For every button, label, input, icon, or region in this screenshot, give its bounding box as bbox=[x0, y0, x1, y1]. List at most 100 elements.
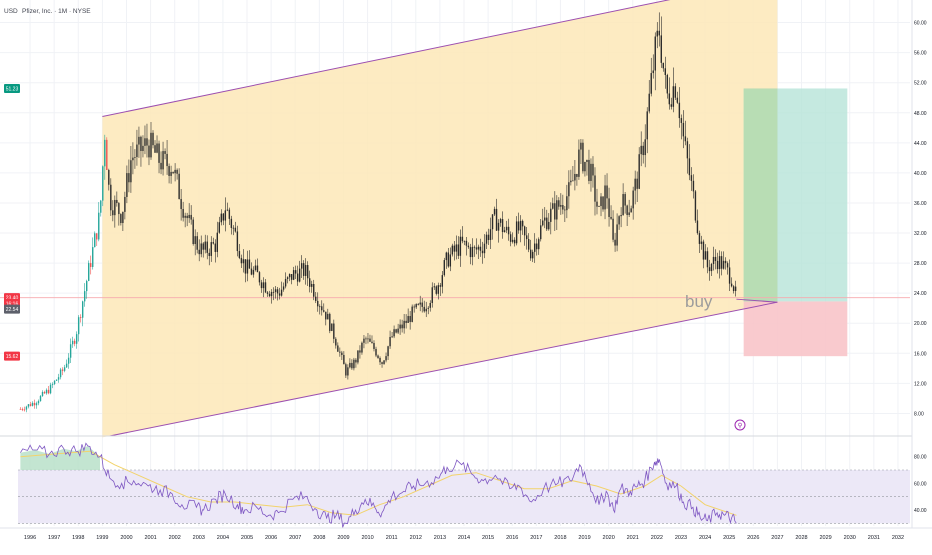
candle-body bbox=[371, 341, 373, 343]
candle-body bbox=[622, 194, 624, 216]
candle-body bbox=[716, 260, 719, 270]
candle-body bbox=[292, 270, 295, 280]
candle-body bbox=[286, 277, 289, 279]
price-tick-label: 56.00 bbox=[914, 51, 927, 57]
candle-body bbox=[624, 194, 626, 206]
candle-body bbox=[288, 274, 291, 278]
candle-body bbox=[212, 242, 214, 244]
candle-body bbox=[361, 342, 363, 353]
candle-body bbox=[226, 209, 229, 211]
candle-body bbox=[298, 268, 301, 282]
candle-body bbox=[479, 246, 482, 251]
candle-body bbox=[556, 200, 558, 220]
candle-body bbox=[445, 252, 448, 261]
candle-body bbox=[140, 136, 142, 152]
candle-body bbox=[214, 243, 216, 252]
long-position-stop-zone[interactable] bbox=[743, 301, 848, 357]
candle-body bbox=[39, 396, 42, 402]
candle-body bbox=[160, 162, 162, 170]
candle-body bbox=[156, 143, 158, 153]
candle-body bbox=[614, 239, 616, 246]
time-tick-label: 1996 bbox=[24, 535, 36, 541]
channel-lower-line[interactable] bbox=[109, 301, 778, 437]
rsi-pane bbox=[18, 442, 910, 528]
candle-body bbox=[598, 206, 600, 207]
candle-body bbox=[453, 245, 456, 252]
candle-body bbox=[280, 289, 283, 296]
candle-body bbox=[272, 291, 275, 293]
candle-body bbox=[315, 296, 317, 301]
candle-body bbox=[481, 250, 484, 254]
candle-body bbox=[335, 338, 337, 346]
channel-upper-line[interactable] bbox=[102, 0, 777, 118]
candle-body bbox=[45, 389, 48, 394]
time-tick-label: 2032 bbox=[892, 535, 904, 541]
candle-body bbox=[114, 199, 116, 216]
candle-body bbox=[562, 205, 564, 210]
candle-body bbox=[568, 182, 570, 197]
candle-body bbox=[204, 241, 206, 250]
candle-body bbox=[602, 196, 604, 210]
price-tick-label: 52.00 bbox=[914, 81, 927, 87]
candle-body bbox=[79, 317, 82, 319]
candle-body bbox=[248, 259, 251, 269]
candle-body bbox=[662, 62, 664, 69]
candle-body bbox=[144, 138, 146, 146]
candle-body bbox=[282, 286, 285, 290]
price-axis-background[interactable] bbox=[912, 0, 932, 528]
time-tick-label: 2010 bbox=[361, 535, 373, 541]
candle-body bbox=[435, 286, 437, 294]
candle-body bbox=[35, 403, 38, 406]
candle-body bbox=[688, 158, 691, 176]
rsi-tick-label: 80.00 bbox=[914, 455, 927, 461]
candle-body bbox=[345, 364, 347, 376]
candle-body bbox=[238, 251, 241, 258]
time-tick-label: 2021 bbox=[627, 535, 639, 541]
candle-body bbox=[351, 362, 353, 369]
channel-lower-line-extension bbox=[736, 298, 778, 303]
candle-body bbox=[313, 284, 315, 297]
candle-body bbox=[116, 199, 118, 204]
candle-body bbox=[75, 334, 78, 344]
time-tick-label: 2031 bbox=[868, 535, 880, 541]
candle-body bbox=[578, 149, 580, 177]
candle-body bbox=[387, 346, 389, 357]
candle-body bbox=[672, 86, 675, 107]
currency-label: USD bbox=[4, 8, 18, 15]
price-tick-label: 44.00 bbox=[914, 141, 927, 147]
time-axis-background[interactable] bbox=[0, 528, 932, 550]
candle-body bbox=[487, 234, 490, 241]
candle-body bbox=[698, 233, 701, 244]
candle-body bbox=[304, 265, 307, 276]
buy-annotation[interactable]: buy bbox=[685, 292, 713, 311]
candle-body bbox=[69, 344, 72, 358]
candle-body bbox=[51, 384, 54, 385]
candle-body bbox=[294, 270, 297, 274]
price-badge bbox=[4, 83, 20, 93]
candle-body bbox=[600, 196, 602, 207]
candle-body bbox=[491, 214, 494, 230]
candle-body bbox=[134, 157, 136, 158]
candle-body bbox=[463, 240, 466, 242]
time-tick-label: 2028 bbox=[795, 535, 807, 541]
candle-body bbox=[148, 145, 150, 158]
candle-body bbox=[397, 328, 399, 333]
candle-body bbox=[465, 240, 468, 246]
price-tick-label: 36.00 bbox=[914, 201, 927, 207]
event-marker-icon[interactable] bbox=[734, 419, 746, 431]
candle-body bbox=[337, 345, 339, 352]
parallel-channel-fill[interactable] bbox=[102, 0, 778, 438]
candle-body bbox=[493, 208, 496, 215]
candle-body bbox=[636, 178, 638, 189]
candle-body bbox=[648, 93, 650, 112]
time-tick-label: 2003 bbox=[193, 535, 205, 541]
candle-body bbox=[441, 275, 444, 287]
candle-body bbox=[59, 369, 62, 378]
candle-body bbox=[423, 306, 425, 312]
candle-body bbox=[67, 357, 70, 364]
candle-body bbox=[331, 323, 333, 331]
candle-body bbox=[694, 191, 697, 221]
time-tick-label: 2015 bbox=[482, 535, 494, 541]
candle-body bbox=[652, 70, 654, 74]
